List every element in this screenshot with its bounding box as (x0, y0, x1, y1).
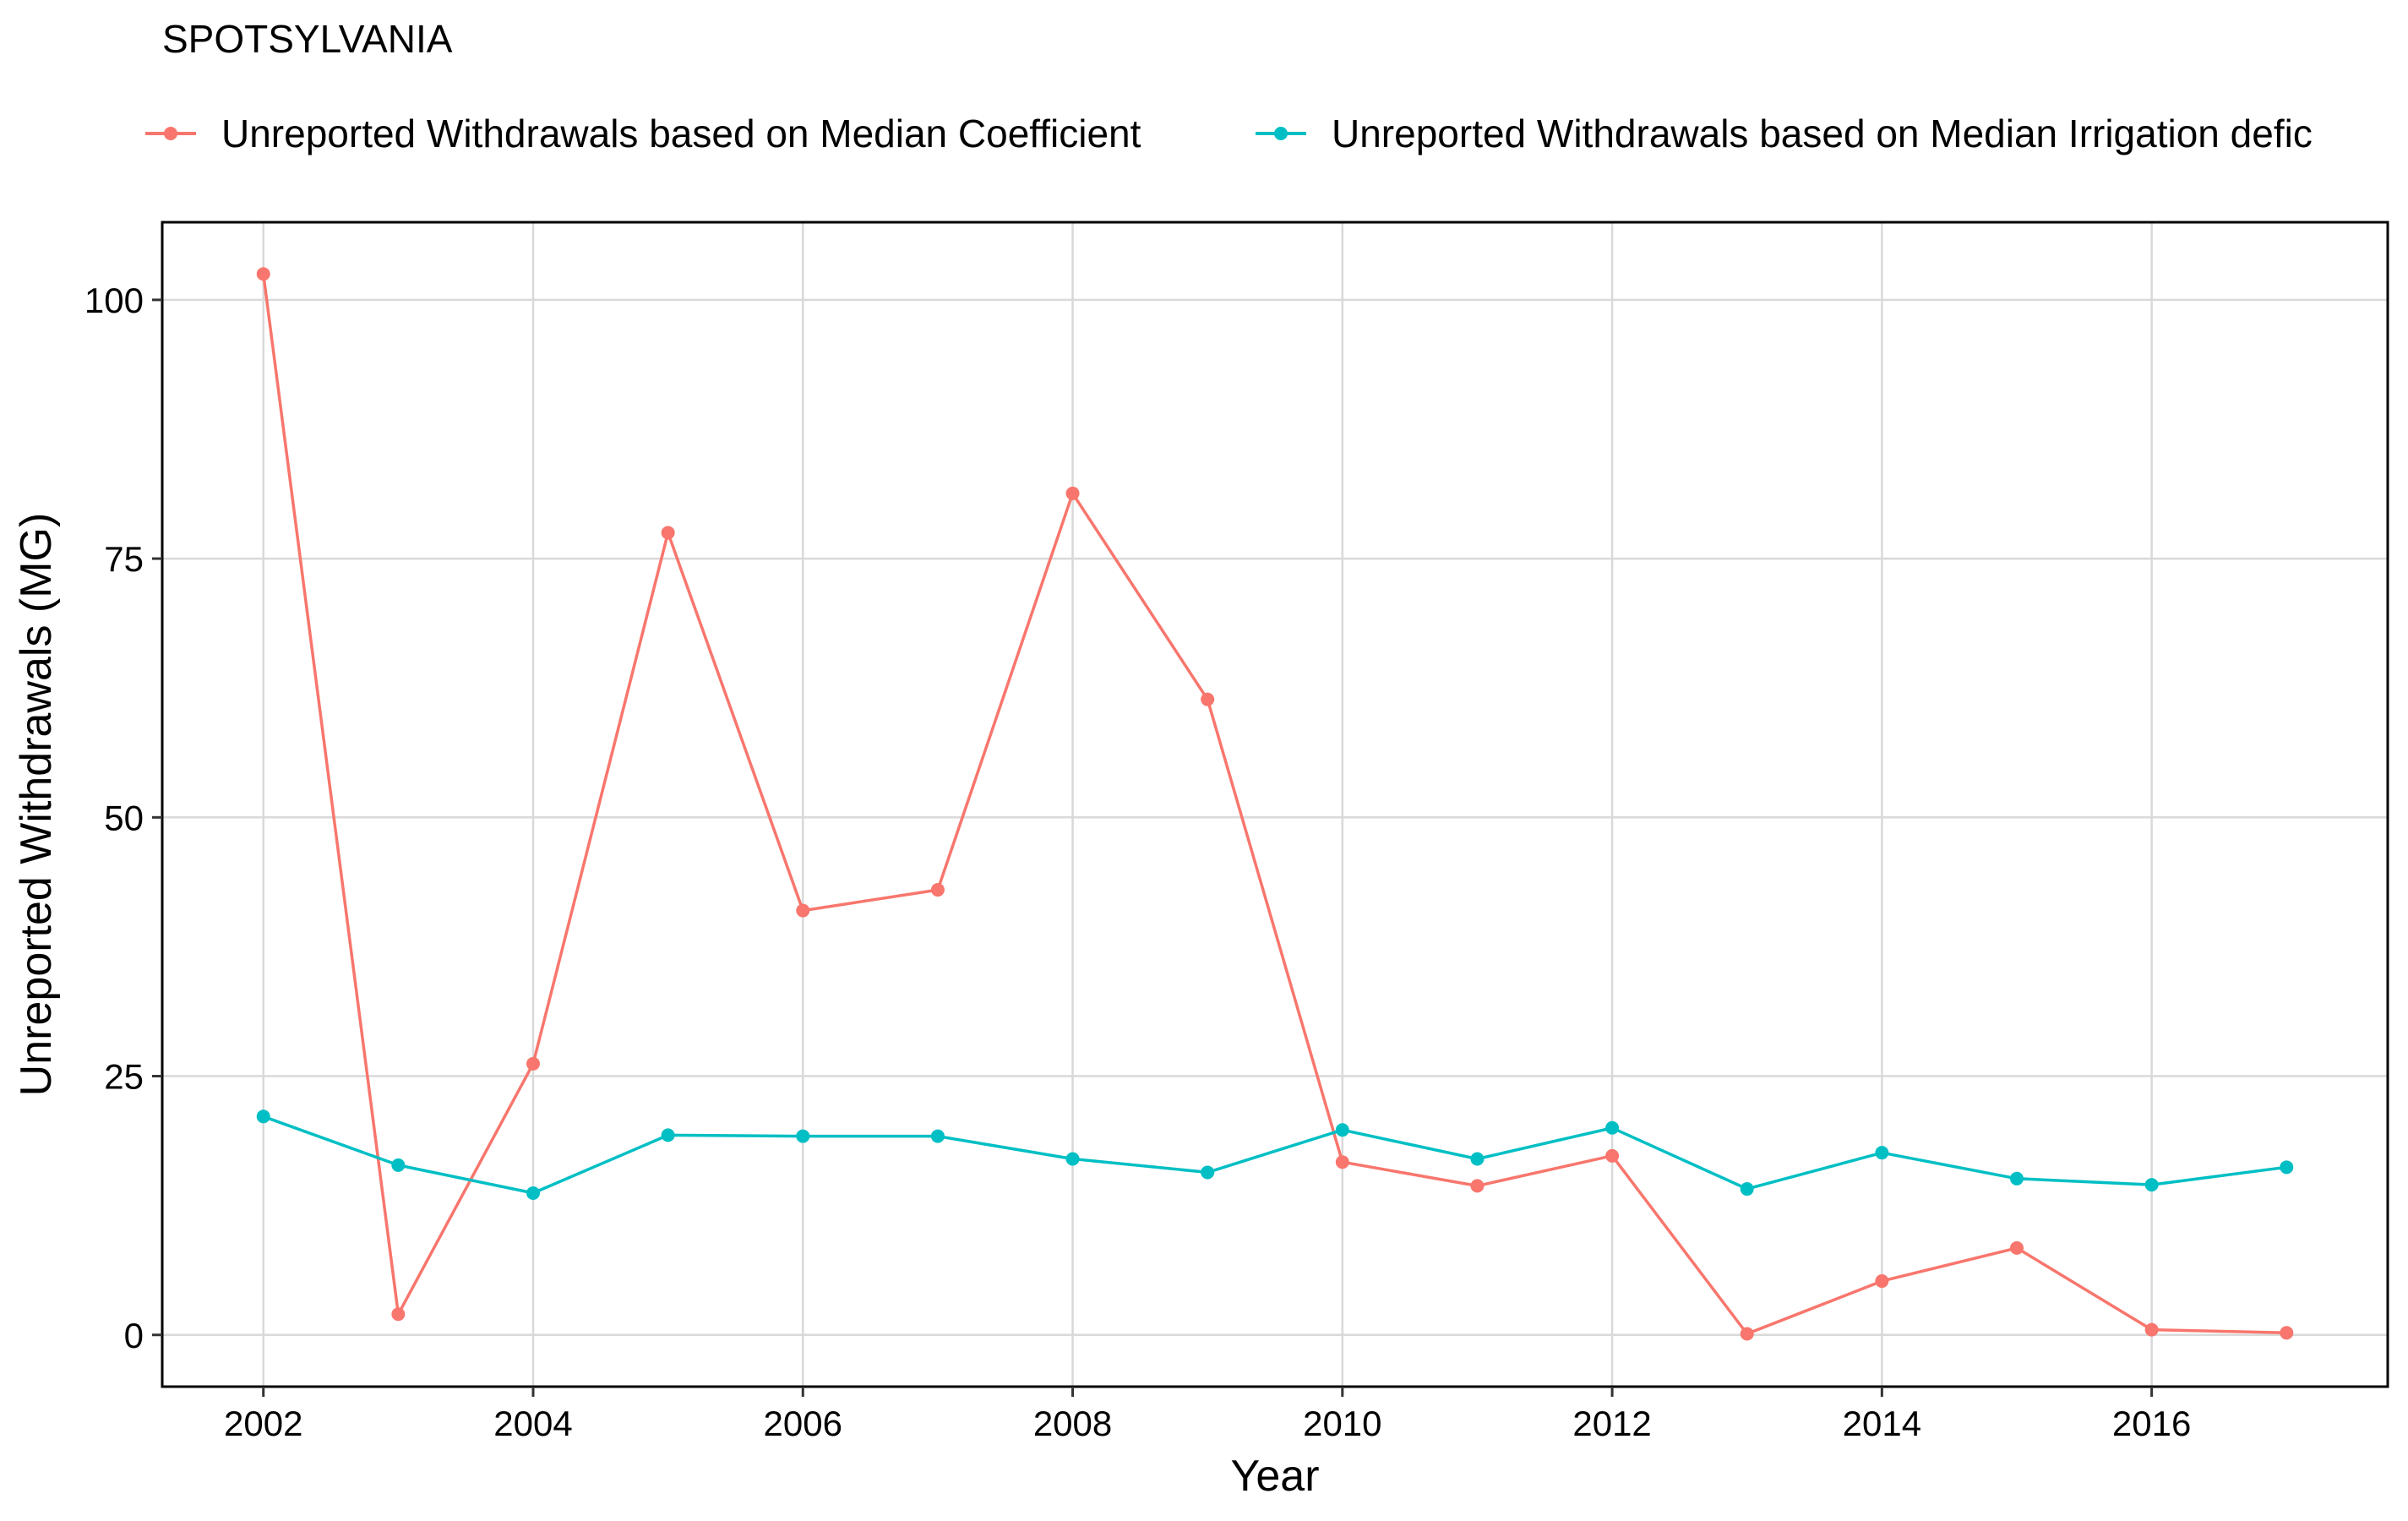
data-point (1605, 1148, 1620, 1163)
data-point (526, 1186, 540, 1200)
data-point (1740, 1182, 1754, 1197)
data-point (1470, 1179, 1485, 1193)
y-tick-label: 0 (124, 1316, 144, 1355)
legend-label: Unreported Withdrawals based on Median I… (1332, 112, 2313, 155)
series-line (261, 273, 2287, 1336)
plot-series (256, 267, 2294, 1341)
data-point (2144, 1178, 2159, 1192)
data-point (661, 526, 675, 540)
data-point (1470, 1152, 1485, 1166)
data-point (1201, 1165, 1215, 1180)
chart-title: SPOTSYLVANIA (162, 17, 453, 61)
data-point (796, 903, 810, 918)
data-point (1605, 1120, 1620, 1135)
legend-label: Unreported Withdrawals based on Median C… (221, 112, 1141, 155)
y-tick-label: 100 (84, 281, 144, 320)
data-point (1335, 1155, 1349, 1169)
data-point (661, 1128, 675, 1142)
x-tick-label: 2010 (1303, 1404, 1381, 1443)
axes: 2002 2004 2006 2008 2010 2012 2014 2016 0 25 50 75 1… (84, 281, 2191, 1443)
data-point (1875, 1274, 1889, 1289)
data-point (391, 1158, 406, 1172)
x-tick-label: 2014 (1843, 1404, 1921, 1443)
series-line (263, 1115, 2287, 1195)
legend-key-marker (164, 127, 177, 140)
y-axis-title: Unreported Withdrawals (MG) (12, 513, 61, 1097)
data-point (796, 1129, 810, 1143)
legend: Unreported Withdrawals based on Median C… (145, 112, 2313, 155)
data-point (526, 1056, 540, 1071)
data-point (2280, 1326, 2294, 1340)
data-point (1065, 1152, 1080, 1166)
x-axis-title: Year (1230, 1452, 1319, 1501)
data-point (2280, 1160, 2294, 1175)
data-point (1335, 1123, 1349, 1137)
data-point (256, 1109, 270, 1124)
data-point (1201, 692, 1215, 706)
plot-panel-border (161, 221, 2389, 1388)
data-point (256, 267, 270, 281)
data-point (930, 1129, 945, 1143)
data-point (2010, 1240, 2024, 1255)
data-point (391, 1307, 406, 1322)
legend-item-median-irrigation-deficit: Unreported Withdrawals based on Median I… (1256, 112, 2313, 155)
gridlines (162, 222, 2388, 1387)
y-tick-label: 25 (104, 1057, 144, 1097)
y-tick-label: 50 (104, 798, 144, 837)
data-point (1065, 486, 1080, 500)
y-tick-label: 75 (104, 539, 144, 579)
data-point (1875, 1146, 1889, 1160)
legend-item-median-coefficient: Unreported Withdrawals based on Median C… (145, 112, 1141, 155)
data-point (1740, 1327, 1754, 1341)
data-point (2010, 1171, 2024, 1186)
x-tick-label: 2012 (1572, 1404, 1651, 1443)
legend-key-marker (1274, 127, 1288, 140)
data-point (2144, 1322, 2159, 1337)
series-0 (256, 267, 2294, 1341)
series-1 (256, 1109, 2294, 1200)
data-point (930, 883, 945, 897)
x-tick-label: 2006 (764, 1404, 842, 1443)
x-tick-label: 2008 (1033, 1404, 1112, 1443)
x-tick-label: 2016 (2112, 1404, 2191, 1443)
x-tick-label: 2002 (224, 1404, 302, 1443)
x-tick-label: 2004 (493, 1404, 572, 1443)
